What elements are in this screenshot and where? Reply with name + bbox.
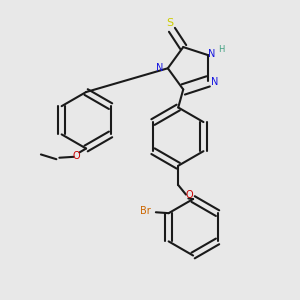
Text: Br: Br [140, 206, 151, 216]
Text: N: N [208, 49, 215, 59]
Text: O: O [185, 190, 193, 200]
Text: N: N [211, 77, 218, 87]
Text: O: O [72, 151, 80, 161]
Text: S: S [166, 18, 173, 28]
Text: H: H [218, 45, 225, 54]
Text: N: N [156, 63, 163, 73]
